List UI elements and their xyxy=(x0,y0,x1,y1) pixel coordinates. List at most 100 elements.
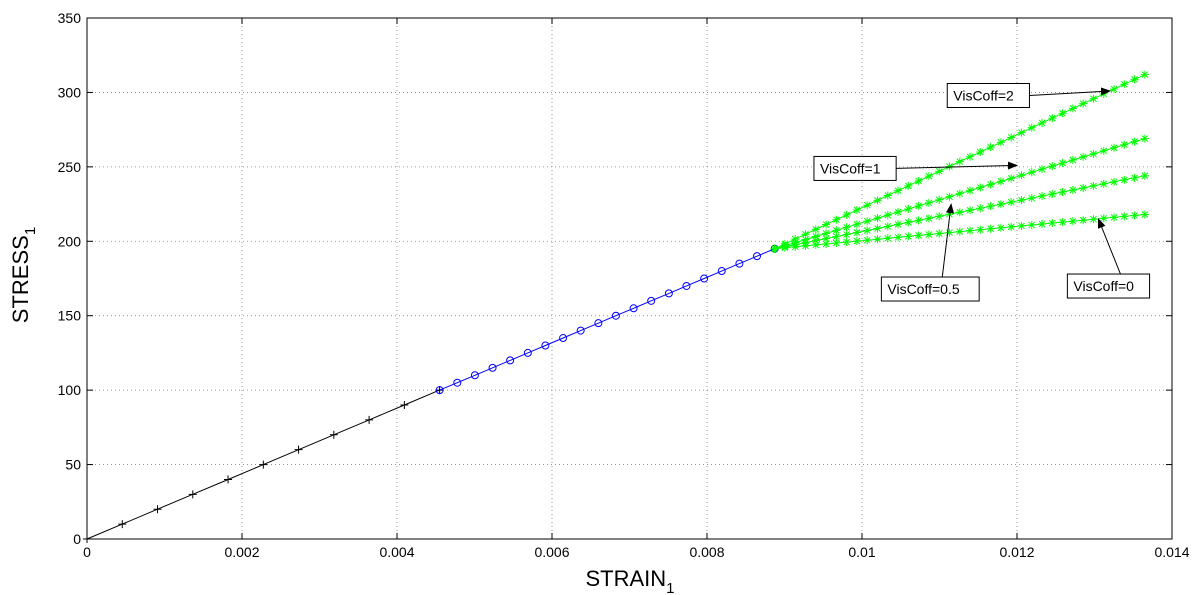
star-marker xyxy=(914,216,923,225)
star-marker xyxy=(842,230,851,239)
annotation-1: VisCoff=1 xyxy=(813,155,1018,181)
star-marker xyxy=(1017,196,1026,205)
star-marker xyxy=(966,186,975,195)
x-tick-label: 0.006 xyxy=(534,544,569,560)
star-marker xyxy=(1017,171,1026,180)
star-marker xyxy=(1027,220,1036,229)
star-marker xyxy=(1038,220,1047,229)
star-marker xyxy=(945,162,954,171)
star-marker xyxy=(842,223,851,232)
series-layer xyxy=(83,70,1149,543)
circle-marker xyxy=(559,334,568,343)
series-line xyxy=(439,248,775,391)
star-marker xyxy=(811,225,820,234)
star-marker xyxy=(924,198,933,207)
star-marker xyxy=(1140,171,1149,180)
plus-marker xyxy=(294,445,303,454)
grid-lines xyxy=(87,18,1172,539)
star-marker xyxy=(1058,109,1067,118)
star-marker xyxy=(1130,75,1139,84)
annotation-box xyxy=(813,155,897,181)
star-marker xyxy=(966,206,975,215)
star-marker xyxy=(894,186,903,195)
star-marker xyxy=(996,200,1005,209)
y-tick-label: 100 xyxy=(58,382,82,398)
star-marker xyxy=(904,232,913,241)
star-marker xyxy=(914,176,923,185)
circle-marker xyxy=(664,289,673,298)
annotation-0: VisCoff=2 xyxy=(946,82,1111,108)
circle-marker xyxy=(470,371,479,380)
star-marker xyxy=(1017,128,1026,137)
star-marker xyxy=(894,220,903,229)
star-marker xyxy=(914,231,923,240)
star-marker xyxy=(924,172,933,181)
star-marker xyxy=(1110,143,1119,152)
annotation-arrow xyxy=(941,203,955,278)
star-marker xyxy=(996,177,1005,186)
series-3 xyxy=(770,134,1149,253)
series-4 xyxy=(770,171,1149,253)
star-marker xyxy=(1027,123,1036,132)
star-marker xyxy=(1048,114,1057,123)
star-marker xyxy=(811,236,820,245)
series-1 xyxy=(435,244,779,395)
star-marker xyxy=(986,224,995,233)
star-marker xyxy=(1017,221,1026,230)
star-marker xyxy=(914,201,923,210)
x-tick-label: 0.014 xyxy=(1154,544,1189,560)
star-marker xyxy=(924,214,933,223)
star-marker xyxy=(1099,179,1108,188)
y-tick-label: 50 xyxy=(65,457,81,473)
star-marker xyxy=(1089,149,1098,158)
star-marker xyxy=(1120,140,1129,149)
x-tick-label: 0.012 xyxy=(999,544,1034,560)
star-marker xyxy=(904,218,913,227)
annotation-label: VisCoff=0.5 xyxy=(887,281,959,297)
star-marker xyxy=(811,232,820,241)
star-marker xyxy=(822,234,831,243)
star-marker xyxy=(873,214,882,223)
star-marker xyxy=(811,240,820,249)
star-marker xyxy=(955,227,964,236)
star-marker xyxy=(1110,213,1119,222)
annotation-box xyxy=(880,276,980,302)
star-marker xyxy=(770,244,779,253)
star-marker xyxy=(955,189,964,198)
star-marker xyxy=(1058,159,1067,168)
star-marker xyxy=(863,201,872,210)
star-marker xyxy=(832,215,841,224)
y-tick-label: 200 xyxy=(58,233,82,249)
star-marker xyxy=(1079,183,1088,192)
star-marker xyxy=(1099,146,1108,155)
plot-area-frame xyxy=(86,17,1173,540)
star-marker xyxy=(1110,85,1119,94)
x-tick-label: 0.01 xyxy=(848,544,875,560)
x-tick-label: 0 xyxy=(83,544,91,560)
y-tick-label: 150 xyxy=(58,308,82,324)
circle-marker xyxy=(576,326,585,335)
circle-marker xyxy=(453,378,462,387)
plus-marker xyxy=(259,460,268,469)
star-marker xyxy=(822,220,831,229)
plus-marker xyxy=(224,475,233,484)
star-marker xyxy=(1079,216,1088,225)
star-marker xyxy=(935,212,944,221)
star-marker xyxy=(976,183,985,192)
star-marker xyxy=(852,228,861,237)
y-axis-label: STRESS1 xyxy=(8,227,39,323)
star-marker xyxy=(1007,198,1016,207)
circle-marker xyxy=(700,274,709,283)
star-marker xyxy=(780,243,789,252)
y-tick-label: 250 xyxy=(58,159,82,175)
plus-marker xyxy=(400,401,409,410)
annotation-label: VisCoff=2 xyxy=(953,87,1014,103)
plus-marker xyxy=(329,430,338,439)
annotation-box xyxy=(1066,273,1151,299)
star-marker xyxy=(1007,222,1016,231)
star-marker xyxy=(976,204,985,213)
star-marker xyxy=(996,223,1005,232)
star-marker xyxy=(1058,218,1067,227)
circle-marker xyxy=(752,252,761,261)
circle-marker xyxy=(523,348,532,357)
